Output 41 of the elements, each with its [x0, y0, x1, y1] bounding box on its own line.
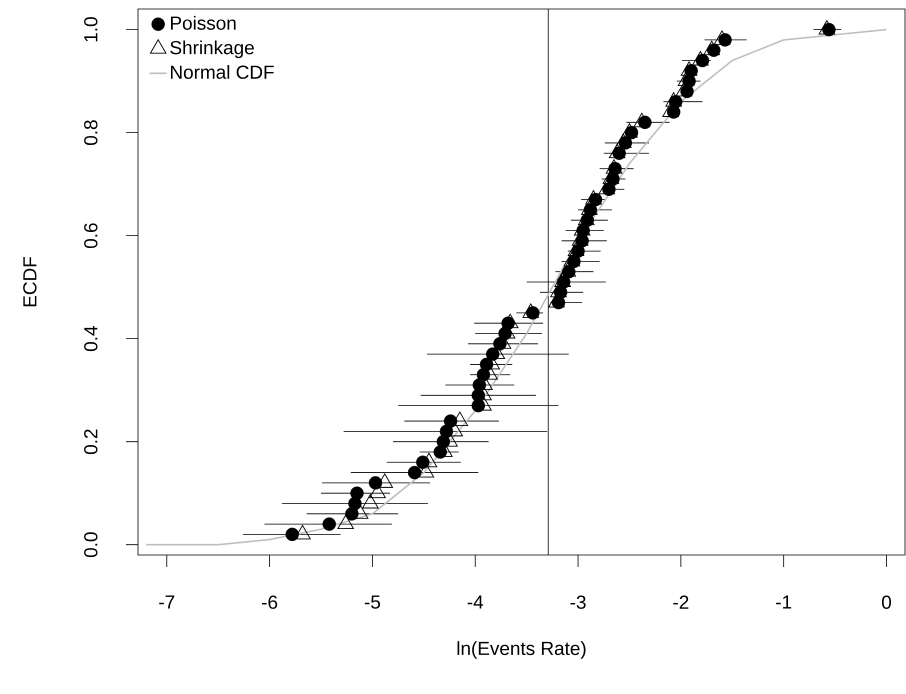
point: [714, 30, 730, 45]
y-tick-label: 0.2: [84, 429, 98, 454]
y-tick-label: 0.6: [84, 223, 98, 248]
point: [337, 514, 354, 530]
point: [286, 528, 299, 542]
legend-label: Shrinkage: [170, 40, 254, 58]
point: [550, 282, 567, 298]
legend-label: Poisson: [171, 16, 236, 30]
y-tick-label: 0.4: [84, 326, 98, 352]
x-tick-label: -7: [159, 596, 174, 609]
x-tick-label: -4: [468, 596, 484, 609]
x-tick-label: -2: [673, 596, 688, 609]
point: [615, 133, 632, 148]
point: [608, 144, 626, 158]
point: [680, 61, 698, 76]
x-tick-label: -6: [262, 596, 278, 609]
point: [703, 40, 720, 56]
point: [621, 123, 638, 138]
point: [818, 20, 836, 35]
y-tick-label: 1.0: [84, 17, 98, 42]
point: [502, 314, 518, 328]
point: [522, 303, 539, 318]
point: [408, 466, 422, 480]
point: [574, 221, 590, 236]
point: [322, 517, 336, 531]
point: [634, 112, 650, 128]
x-axis-title: ln(Events Rate): [458, 641, 586, 659]
y-axis-title: ECDF: [23, 257, 37, 306]
point: [585, 190, 602, 205]
y-tick-label: 0.0: [84, 532, 98, 558]
y-tick-label: 0.8: [84, 120, 98, 146]
legend-label: Normal CDF: [171, 64, 274, 79]
point: [665, 92, 682, 107]
x-tick-label: -5: [364, 596, 380, 609]
point: [350, 486, 364, 500]
x-tick-label: -1: [776, 596, 792, 609]
x-tick-label: 0: [882, 596, 892, 609]
point: [294, 524, 311, 540]
x-tick-label: -3: [570, 596, 586, 609]
point: [362, 494, 379, 508]
point: [692, 51, 709, 66]
